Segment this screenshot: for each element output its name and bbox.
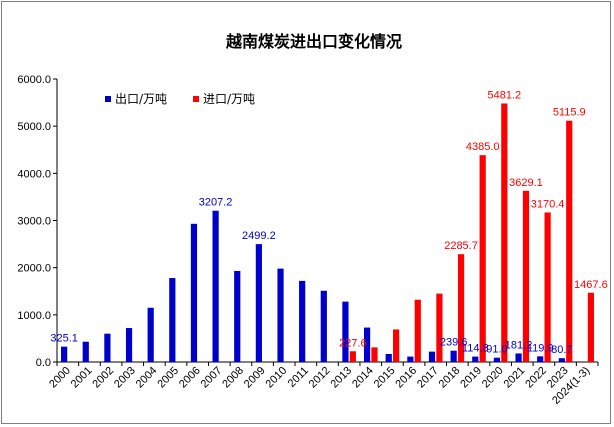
export-bar <box>385 353 392 362</box>
import-data-label: 2285.7 <box>444 240 478 252</box>
export-bar <box>428 351 436 362</box>
x-tick-label: 2011 <box>286 365 311 390</box>
import-data-label: 227.6 <box>339 337 367 349</box>
export-bar <box>104 333 111 362</box>
export-data-label: 2499.2 <box>242 230 276 242</box>
import-bar <box>371 347 378 362</box>
export-bar <box>472 356 479 362</box>
y-tick-label: 6000.0 <box>17 74 51 86</box>
x-tick-label: 2021 <box>502 365 528 391</box>
x-tick-label: 2008 <box>220 365 246 391</box>
export-bar <box>147 307 154 362</box>
legend-label-export: 出口/万吨 <box>115 92 167 106</box>
y-tick-label: 0.0 <box>36 357 51 369</box>
export-bar <box>407 356 414 362</box>
import-bar <box>414 299 421 362</box>
import-bar <box>522 190 530 362</box>
export-bar <box>363 327 371 362</box>
chart-legend: 出口/万吨 进口/万吨 <box>105 92 255 106</box>
import-data-label: 3170.4 <box>531 198 565 210</box>
x-tick-label: 2002 <box>90 365 116 391</box>
export-bar <box>537 356 544 362</box>
x-tick-label: 2020 <box>480 365 506 391</box>
export-bar <box>277 268 284 362</box>
import-bar <box>587 292 594 362</box>
export-bar <box>493 357 501 362</box>
x-tick-label: 2009 <box>242 365 268 391</box>
export-data-label: 91.0 <box>486 344 507 356</box>
chart-data-labels: 325.1 3207.2 2499.2 239.6114.891.0181.2119.… <box>50 89 607 356</box>
export-bar <box>342 301 349 362</box>
export-bar <box>515 353 522 362</box>
export-bar <box>125 328 133 362</box>
x-tick-label: 2001 <box>69 365 95 391</box>
x-tick-label: 2012 <box>307 365 333 391</box>
export-bar <box>255 244 262 362</box>
export-data-label: 80.7 <box>551 344 572 356</box>
y-tick-label: 1000.0 <box>17 310 51 322</box>
import-bar <box>544 212 551 362</box>
x-tick-label: 2013 <box>328 365 354 391</box>
export-data-label: 119.9 <box>527 342 554 354</box>
import-bar <box>479 155 486 362</box>
y-tick-label: 4000.0 <box>17 168 51 180</box>
import-bar <box>349 351 356 362</box>
legend-label-import: 进口/万吨 <box>203 92 255 106</box>
import-bar <box>457 254 465 362</box>
x-tick-label: 2019 <box>458 365 484 391</box>
x-tick-label: 2014 <box>350 365 376 391</box>
export-bar <box>320 290 327 362</box>
import-bar <box>393 329 400 362</box>
legend-swatch-export <box>105 96 111 102</box>
export-bar <box>450 350 457 362</box>
export-bar <box>82 341 89 362</box>
y-tick-label: 3000.0 <box>17 216 51 228</box>
chart-bars <box>61 103 594 363</box>
x-tick-label: 2003 <box>112 365 138 391</box>
import-bar <box>436 293 443 362</box>
export-data-label: 3207.2 <box>199 197 233 209</box>
x-tick-label: 2010 <box>264 365 290 391</box>
y-tick-label: 2000.0 <box>17 263 51 275</box>
import-data-label: 5115.9 <box>553 107 586 119</box>
import-data-label: 3629.1 <box>509 177 543 189</box>
x-tick-label: 2018 <box>437 365 463 391</box>
x-tick-label: 2000 <box>47 365 73 391</box>
export-bar <box>299 280 306 362</box>
legend-swatch-import <box>193 96 199 102</box>
export-data-label: 181.2 <box>505 339 533 351</box>
export-data-label: 325.1 <box>50 333 78 345</box>
x-tick-label: 2005 <box>155 365 181 391</box>
import-data-label: 5481.2 <box>487 89 521 101</box>
export-bar <box>234 270 241 362</box>
x-tick-label: 2016 <box>393 365 419 391</box>
export-data-label: 239.6 <box>440 337 468 349</box>
export-bar <box>558 358 565 362</box>
export-bar <box>169 278 176 362</box>
import-data-label: 4385.0 <box>466 141 500 153</box>
x-tick-label: 2007 <box>199 365 225 391</box>
x-tick-label: 2017 <box>415 365 441 391</box>
x-tick-label: 2006 <box>177 365 203 391</box>
x-tick-label: 2015 <box>372 365 398 391</box>
x-tick-label: 2004 <box>134 365 160 391</box>
export-bar <box>190 223 198 362</box>
chart-title: 越南煤炭进出口变化情况 <box>225 32 402 51</box>
export-data-label: 114.8 <box>462 343 489 355</box>
export-bar <box>212 210 219 362</box>
x-tick-label: 2022 <box>523 365 549 391</box>
export-bar <box>61 346 68 362</box>
import-bar <box>566 120 573 363</box>
import-data-label: 1467.6 <box>574 279 608 291</box>
import-bar <box>501 103 508 363</box>
y-tick-label: 5000.0 <box>17 121 51 133</box>
